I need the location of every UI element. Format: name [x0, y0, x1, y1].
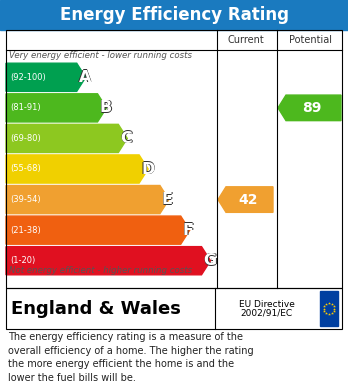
Text: E: E	[163, 192, 173, 207]
Text: C: C	[121, 131, 133, 146]
Text: D: D	[141, 162, 155, 177]
Text: 89: 89	[302, 101, 322, 115]
Text: E: E	[161, 192, 172, 207]
Text: (92-100): (92-100)	[10, 73, 46, 82]
Polygon shape	[6, 94, 106, 122]
Text: C: C	[120, 131, 132, 145]
Text: A: A	[79, 70, 92, 85]
Polygon shape	[6, 155, 148, 183]
Text: E: E	[162, 193, 173, 208]
Text: D: D	[141, 161, 154, 176]
Text: D: D	[141, 161, 155, 176]
Text: G: G	[204, 254, 217, 269]
Text: A: A	[79, 70, 91, 85]
Polygon shape	[6, 124, 127, 152]
Text: Not energy efficient - higher running costs: Not energy efficient - higher running co…	[9, 266, 192, 275]
Bar	[6, 30, 342, 288]
Text: Current: Current	[228, 35, 264, 45]
Text: C: C	[120, 131, 132, 146]
Text: G: G	[204, 253, 217, 268]
Text: (81-91): (81-91)	[10, 103, 41, 112]
Text: F: F	[183, 222, 194, 238]
Text: (39-54): (39-54)	[10, 195, 41, 204]
Bar	[320, 291, 338, 326]
Text: B: B	[100, 100, 112, 115]
Text: (1-20): (1-20)	[10, 256, 35, 265]
Text: (21-38): (21-38)	[10, 226, 41, 235]
Bar	[0, 0, 348, 30]
Text: G: G	[204, 253, 217, 268]
Text: B: B	[100, 100, 112, 115]
Text: 2002/91/EC: 2002/91/EC	[240, 309, 293, 318]
Text: The energy efficiency rating is a measure of the
overall efficiency of a home. T: The energy efficiency rating is a measur…	[8, 332, 254, 383]
Polygon shape	[6, 216, 190, 244]
Polygon shape	[218, 187, 273, 212]
Text: C: C	[120, 131, 132, 146]
Text: E: E	[162, 192, 173, 206]
Text: (55-68): (55-68)	[10, 165, 41, 174]
Polygon shape	[6, 63, 86, 91]
Text: D: D	[142, 161, 155, 176]
Text: Very energy efficient - lower running costs: Very energy efficient - lower running co…	[9, 51, 192, 60]
Text: EU Directive: EU Directive	[239, 300, 294, 309]
Text: Potential: Potential	[288, 35, 332, 45]
Text: 42: 42	[238, 193, 258, 206]
Polygon shape	[278, 95, 341, 121]
Text: G: G	[203, 253, 216, 268]
Text: D: D	[141, 161, 155, 176]
Text: F: F	[182, 222, 193, 238]
Text: E: E	[162, 192, 173, 207]
Text: F: F	[183, 223, 194, 238]
Text: F: F	[183, 222, 194, 238]
Text: A: A	[78, 70, 90, 85]
Text: Energy Efficiency Rating: Energy Efficiency Rating	[60, 6, 288, 24]
Text: F: F	[183, 222, 194, 237]
Text: B: B	[99, 100, 111, 115]
Polygon shape	[6, 185, 169, 213]
Text: A: A	[79, 69, 91, 84]
Text: B: B	[100, 100, 112, 115]
Polygon shape	[6, 247, 211, 275]
Text: A: A	[79, 70, 91, 85]
Text: (69-80): (69-80)	[10, 134, 41, 143]
Text: C: C	[120, 131, 132, 146]
Text: B: B	[100, 101, 112, 116]
Bar	[6, 288, 342, 329]
Text: England & Wales: England & Wales	[11, 300, 181, 317]
Text: G: G	[204, 253, 217, 268]
